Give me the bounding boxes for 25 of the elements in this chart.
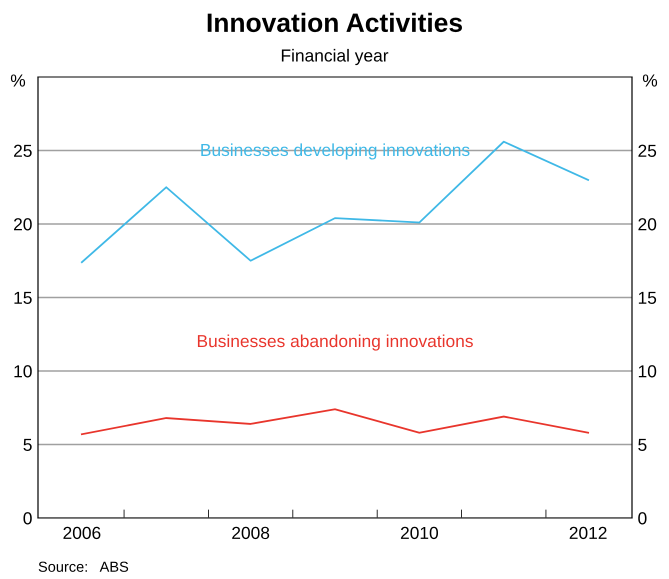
y-tick-label: 25 [14, 144, 32, 157]
y-axis-title: % [10, 74, 26, 87]
series-label: Businesses developing innovations [201, 143, 470, 160]
x-tick-label: 2008 [232, 526, 270, 540]
line-series [80, 408, 590, 436]
y2-tick-label: 5 [638, 438, 646, 451]
y2-tick-label: 0 [638, 512, 647, 524]
y-tick-label: 20 [14, 218, 32, 230]
text: Businesses abandoning innovations [198, 334, 473, 351]
y-tick-label: 5 [23, 438, 32, 451]
source-note: Source: ABS [38, 562, 128, 572]
chart-subtitle: Financial year [282, 48, 388, 66]
y-tick-label: 10 [14, 365, 32, 378]
y2-tick-label: 15 [638, 292, 656, 304]
chart-title: Innovation Activities [208, 12, 462, 32]
y-tick-label: 0 [23, 512, 32, 524]
x-tick-label: 2010 [400, 526, 438, 540]
line-series [80, 140, 590, 264]
x-tick-label: 2006 [63, 526, 100, 540]
y2-tick-label: 25 [638, 144, 656, 157]
y2-axis-title: % [642, 74, 658, 87]
y2-tick-label: 20 [638, 218, 656, 230]
y2-tick-label: 10 [638, 365, 656, 378]
y-tick-label: 15 [14, 292, 32, 304]
x-tick-label: 2012 [570, 526, 607, 540]
